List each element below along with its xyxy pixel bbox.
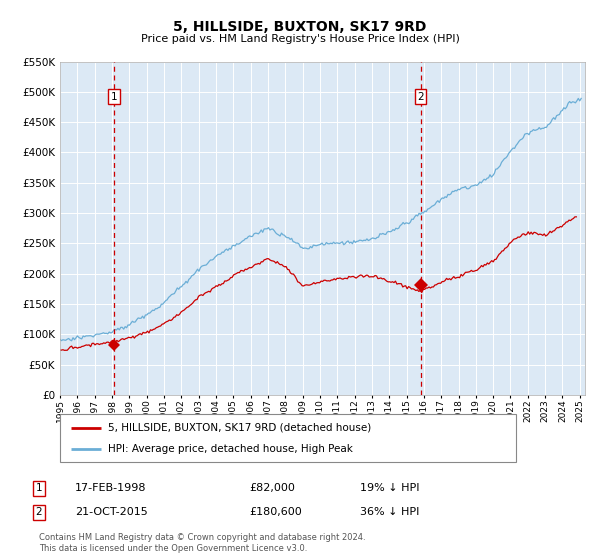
Text: 1: 1: [35, 483, 43, 493]
Text: 1: 1: [111, 92, 118, 101]
Text: 36% ↓ HPI: 36% ↓ HPI: [360, 507, 419, 517]
Text: 19% ↓ HPI: 19% ↓ HPI: [360, 483, 419, 493]
Text: £180,600: £180,600: [249, 507, 302, 517]
Text: 5, HILLSIDE, BUXTON, SK17 9RD: 5, HILLSIDE, BUXTON, SK17 9RD: [173, 20, 427, 34]
Text: 5, HILLSIDE, BUXTON, SK17 9RD (detached house): 5, HILLSIDE, BUXTON, SK17 9RD (detached …: [108, 423, 371, 433]
Text: HPI: Average price, detached house, High Peak: HPI: Average price, detached house, High…: [108, 444, 353, 454]
Text: 2: 2: [417, 92, 424, 101]
Text: Price paid vs. HM Land Registry's House Price Index (HPI): Price paid vs. HM Land Registry's House …: [140, 34, 460, 44]
Text: £82,000: £82,000: [249, 483, 295, 493]
Text: 17-FEB-1998: 17-FEB-1998: [75, 483, 146, 493]
Text: Contains HM Land Registry data © Crown copyright and database right 2024.
This d: Contains HM Land Registry data © Crown c…: [39, 533, 365, 553]
Text: 21-OCT-2015: 21-OCT-2015: [75, 507, 148, 517]
Text: 2: 2: [35, 507, 43, 517]
